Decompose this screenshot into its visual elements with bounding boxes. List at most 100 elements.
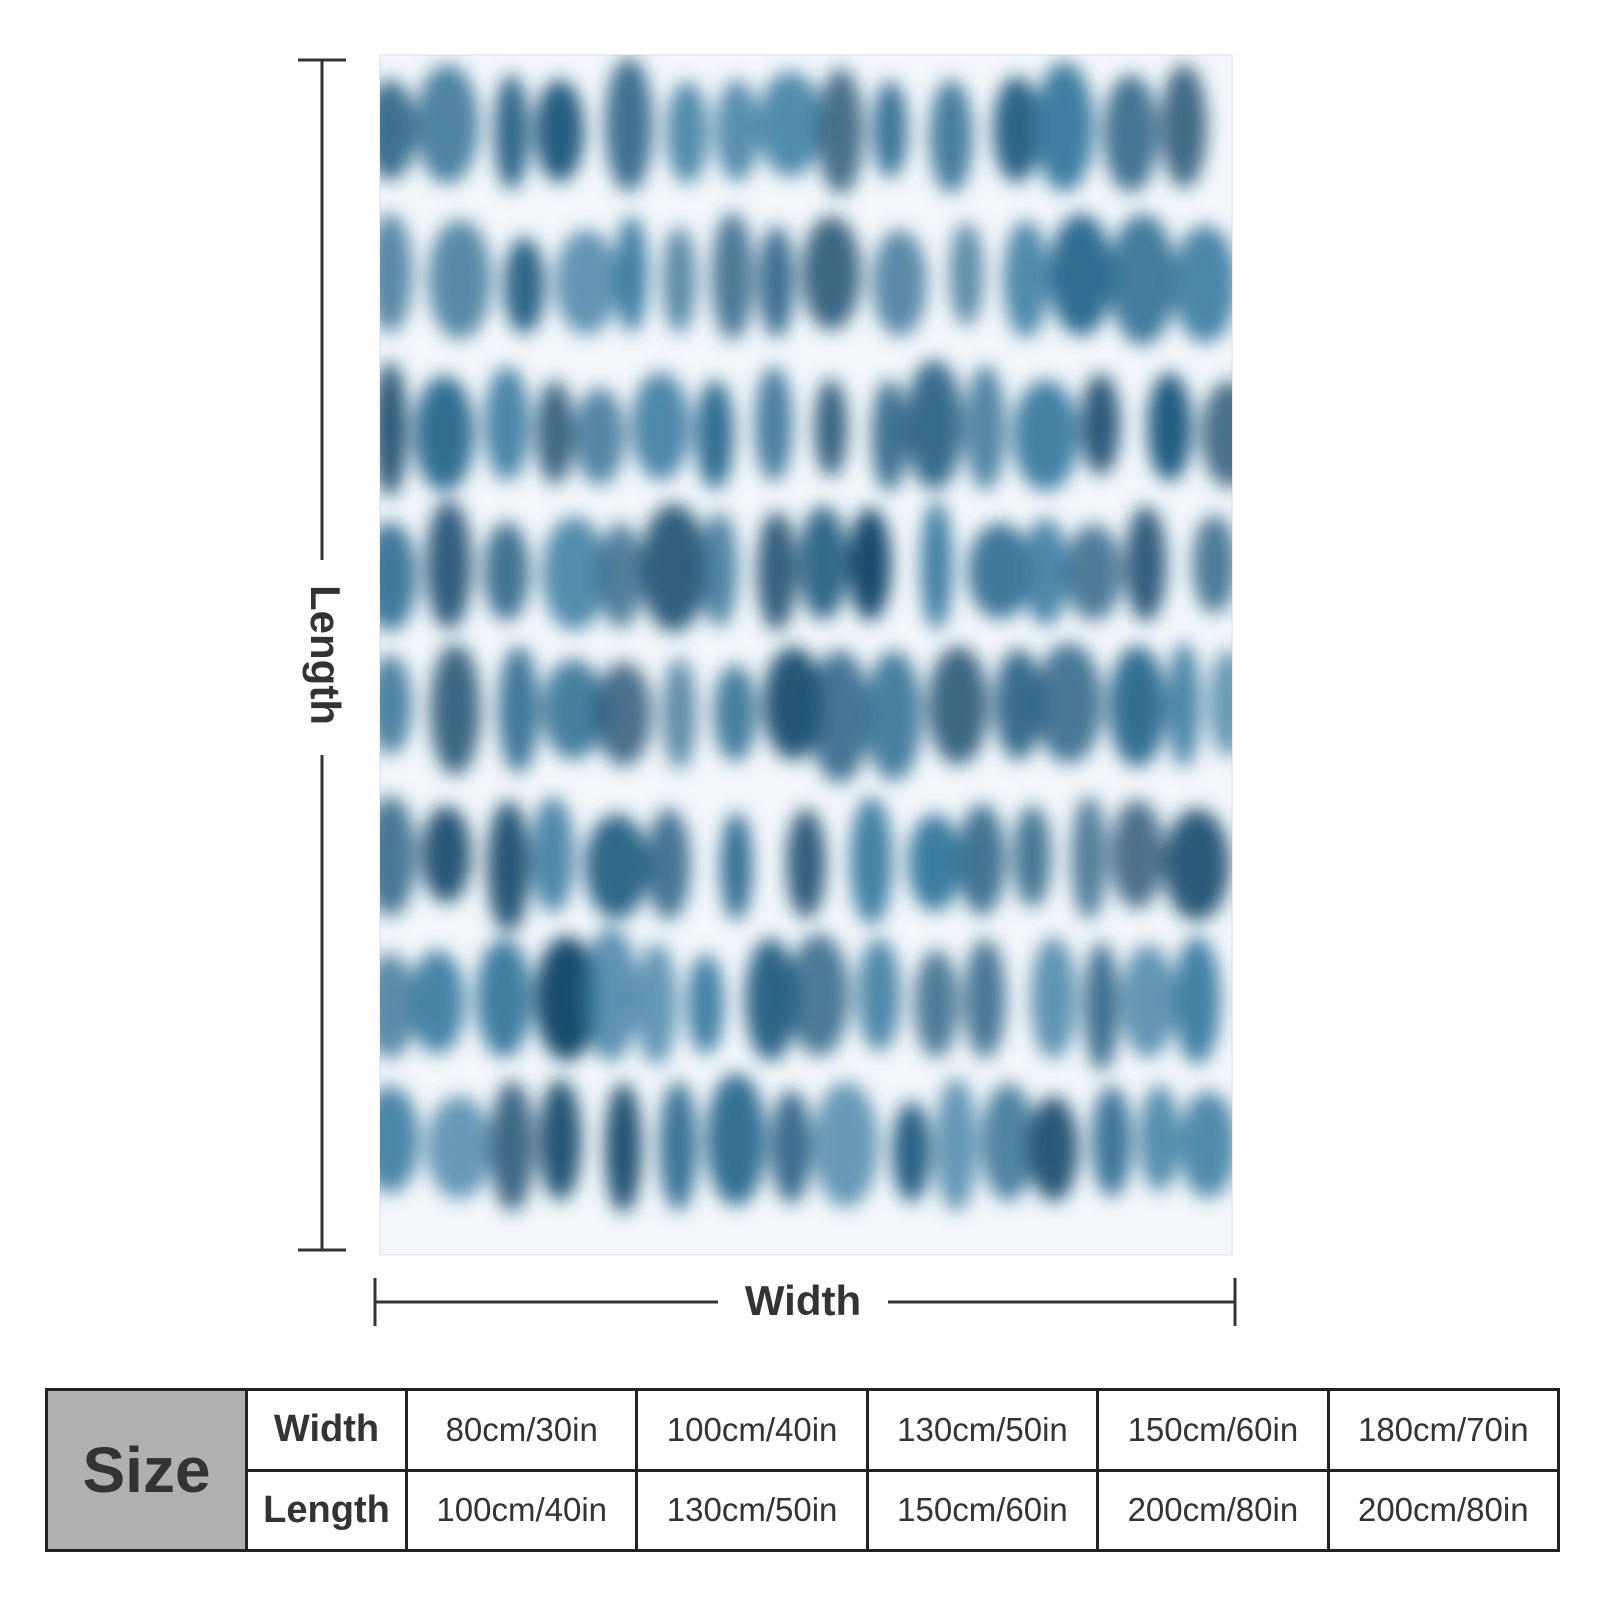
dye-spot [967, 522, 1033, 620]
dye-spot [1147, 372, 1192, 482]
dye-spot [483, 521, 530, 622]
dye-spot [907, 813, 962, 912]
dye-spot [711, 212, 754, 341]
dye-spot [598, 522, 643, 629]
dye-spot [892, 1101, 931, 1203]
dye-spot [1160, 64, 1208, 188]
dye-spot [992, 76, 1041, 183]
dye-spot [865, 650, 922, 782]
dye-spot [535, 380, 574, 485]
size-table: Size Width 80cm/30in 100cm/40in 130cm/50in 15… [45, 1388, 1561, 1552]
size-row: Size Width 80cm/30in 100cm/40in 130cm/50in 15… [45, 1388, 1561, 1552]
dye-spot [798, 505, 848, 621]
dye-spot [934, 1077, 978, 1212]
dye-spot [503, 237, 546, 335]
dye-spot [538, 1079, 582, 1201]
dye-spot [595, 661, 653, 766]
dye-spot [1013, 805, 1052, 908]
dye-spot [584, 813, 649, 920]
dye-spot [380, 213, 413, 333]
dye-spot [534, 79, 585, 183]
dye-spot [1200, 380, 1232, 488]
width-label: Width [745, 1277, 861, 1324]
dye-spot [687, 953, 725, 1055]
dye-spot [957, 804, 1006, 916]
dye-spot [1110, 799, 1164, 909]
dye-spot [380, 521, 417, 632]
size-cell: 100cm/40in [635, 1388, 869, 1472]
size-row: Length 100cm/40in 130cm/50in 150cm/60in 200c… [47, 1468, 1561, 1552]
dye-spot [489, 1080, 535, 1212]
size-cell: 200cm/80in [1096, 1468, 1330, 1552]
size-cell: 150cm/60in [1096, 1388, 1330, 1472]
dye-spot [635, 942, 678, 1066]
dye-spot [380, 361, 408, 497]
dye-spot [1083, 942, 1119, 1072]
dye-spot [706, 1072, 767, 1206]
size-title: Size [45, 1388, 248, 1552]
dye-spot [415, 64, 479, 184]
dye-spot [801, 216, 861, 331]
dye-spot [583, 926, 639, 1062]
dye-spot [949, 222, 984, 326]
dye-spot [1064, 524, 1123, 621]
dye-spot [1048, 213, 1114, 336]
row-header: Length [245, 1468, 408, 1552]
dye-spot [380, 79, 417, 181]
dye-spot [421, 805, 472, 903]
dye-spot [1120, 944, 1176, 1058]
dye-spot [920, 500, 953, 631]
size-cell: 180cm/70in [1326, 1388, 1561, 1472]
dye-spot [1034, 61, 1095, 192]
dye-spot [981, 1083, 1036, 1201]
dye-spot [809, 649, 870, 784]
dye-spot [994, 648, 1043, 760]
size-cell: 150cm/60in [865, 1468, 1100, 1552]
dye-spot [414, 375, 475, 492]
dye-spot [530, 796, 575, 913]
dye-spot [1172, 225, 1232, 343]
dye-spot [1192, 514, 1232, 614]
dye-spot [486, 800, 530, 932]
dye-spot [715, 79, 760, 182]
dye-spot [872, 80, 908, 179]
dye-spot [380, 654, 412, 755]
dye-spot [640, 503, 708, 633]
dye-spot [429, 643, 481, 776]
dye-spot [542, 659, 606, 760]
dye-spot [541, 516, 608, 631]
dye-spot [965, 365, 1006, 491]
dye-spot [1035, 642, 1103, 764]
dye-spot [662, 226, 697, 334]
dye-spot [914, 949, 959, 1058]
dye-spot [574, 387, 625, 486]
dye-spot [662, 657, 697, 770]
dye-spot [812, 1081, 879, 1208]
dye-spot [380, 795, 417, 917]
dye-spot [745, 938, 797, 1062]
length-label: Length [302, 585, 349, 725]
dye-spot [927, 645, 989, 765]
dye-spot [757, 71, 823, 177]
dye-spot [554, 229, 619, 335]
dye-spot [1208, 649, 1232, 758]
dye-spot [849, 796, 893, 926]
dye-spot [814, 378, 848, 477]
dye-spot [758, 225, 795, 338]
dye-spot [1178, 1091, 1232, 1199]
dye-spot [604, 57, 653, 192]
dye-spot [646, 808, 691, 920]
dye-spot [604, 1082, 642, 1213]
dye-spot [1091, 1085, 1133, 1197]
dye-spot [409, 950, 466, 1054]
dye-spot [905, 359, 964, 490]
width-dimension [373, 1278, 1237, 1326]
size-cell: 100cm/40in [404, 1468, 639, 1552]
product-diagram: Length Width [298, 54, 1237, 1326]
dye-spot [756, 511, 797, 631]
dye-spot [484, 366, 530, 482]
dye-spot [713, 664, 757, 762]
length-dimension [298, 58, 346, 1252]
